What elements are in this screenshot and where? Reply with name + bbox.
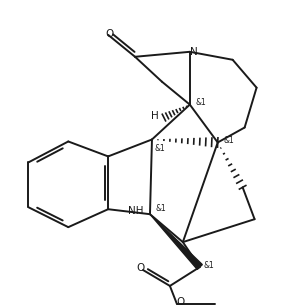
- Text: O: O: [105, 29, 113, 39]
- Text: &1: &1: [156, 204, 167, 213]
- Text: H: H: [151, 111, 159, 120]
- Polygon shape: [150, 214, 202, 270]
- Text: &1: &1: [224, 136, 234, 145]
- Text: &1: &1: [204, 261, 215, 270]
- Text: O: O: [177, 297, 185, 307]
- Text: NH: NH: [128, 206, 144, 216]
- Text: &1: &1: [155, 144, 166, 153]
- Text: &1: &1: [196, 98, 206, 107]
- Text: N: N: [190, 47, 198, 57]
- Text: O: O: [136, 263, 144, 273]
